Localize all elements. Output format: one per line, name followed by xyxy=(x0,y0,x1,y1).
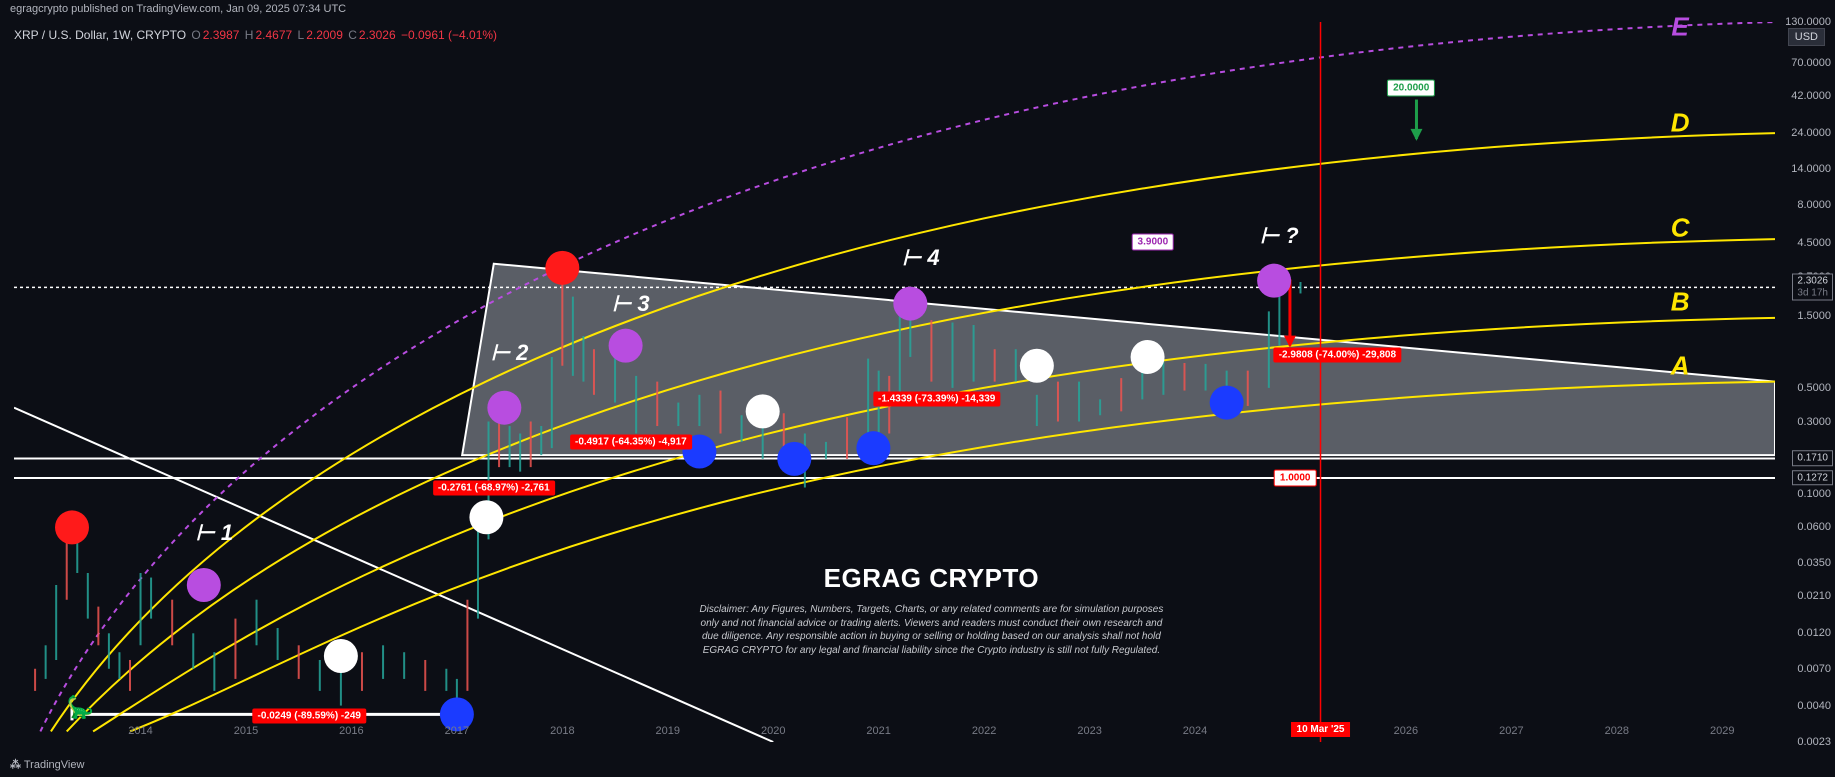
yaxis-label: 70.0000 xyxy=(1791,57,1831,69)
xaxis-label: 2015 xyxy=(234,725,258,737)
yaxis-label: 24.0000 xyxy=(1791,127,1831,139)
arc-label: A xyxy=(1671,350,1690,381)
xaxis-label: 2019 xyxy=(656,725,680,737)
xaxis-label: 2016 xyxy=(339,725,363,737)
disclaimer: Disclaimer: Any Figures, Numbers, Target… xyxy=(691,603,1171,657)
xaxis-label: 2029 xyxy=(1710,725,1734,737)
price-annotation: 20.0000 xyxy=(1387,79,1435,96)
yaxis-label: 0.3000 xyxy=(1797,416,1831,428)
yaxis-label: 1.5000 xyxy=(1797,310,1831,322)
arc-label: B xyxy=(1671,286,1690,317)
yaxis-label: 0.0070 xyxy=(1797,663,1831,675)
price-annotation: 1.0000 xyxy=(1274,470,1317,487)
price-annotation: -0.4917 (-64.35%) -4,917 xyxy=(570,434,692,449)
time-axis[interactable]: 2014 2015 2016 2017 2018 2019 2020 2021 2022 2023… xyxy=(14,722,1775,742)
yaxis-price-box: 0.1272 xyxy=(1792,470,1833,486)
yaxis-label: 0.0210 xyxy=(1797,590,1831,602)
price-annotation: -0.2761 (-68.97%) -2,761 xyxy=(433,480,555,495)
svg-text:🦕: 🦕 xyxy=(67,694,94,719)
arc-label: E xyxy=(1671,12,1688,43)
wave-callout: ⊢ 4 xyxy=(902,245,940,271)
xaxis-cursor-date: 10 Mar '25 xyxy=(1291,722,1351,737)
xaxis-label: 2027 xyxy=(1499,725,1523,737)
yaxis-label: 42.0000 xyxy=(1791,90,1831,102)
price-annotation: -1.4339 (-73.39%) -14,339 xyxy=(873,392,1000,407)
yaxis-label: 0.0023 xyxy=(1797,736,1831,748)
xaxis-label: 2023 xyxy=(1077,725,1101,737)
xaxis-label: 2026 xyxy=(1394,725,1418,737)
yaxis-label: 0.0350 xyxy=(1797,557,1831,569)
xaxis-label: 2020 xyxy=(761,725,785,737)
yaxis-label: 8.0000 xyxy=(1797,199,1831,211)
yaxis-label: 14.0000 xyxy=(1791,163,1831,175)
yaxis-label: 4.5000 xyxy=(1797,237,1831,249)
price-annotation: 3.9000 xyxy=(1132,233,1175,250)
xaxis-label: 2018 xyxy=(550,725,574,737)
price-axis[interactable]: 0.00230.00400.00700.01200.02100.03500.06… xyxy=(1775,22,1835,742)
price-annotation: -2.9808 (-74.00%) -29,808 xyxy=(1274,348,1401,363)
yaxis-label: 0.5000 xyxy=(1797,382,1831,394)
yaxis-label: 130.0000 xyxy=(1785,16,1831,28)
yaxis-label: 0.0120 xyxy=(1797,627,1831,639)
yaxis-label: 0.1000 xyxy=(1797,488,1831,500)
arc-label: C xyxy=(1671,212,1690,243)
wave-callout: ⊢ 2 xyxy=(491,340,529,366)
xaxis-label: 2021 xyxy=(866,725,890,737)
yaxis-label: 0.0600 xyxy=(1797,521,1831,533)
tradingview-logo[interactable]: ⁂ TradingView xyxy=(10,758,84,771)
chart-title: EGRAG CRYPTO xyxy=(824,563,1039,594)
xaxis-label: 2022 xyxy=(972,725,996,737)
xaxis-label: 2017 xyxy=(445,725,469,737)
yaxis-price-box: 0.1710 xyxy=(1792,451,1833,467)
xaxis-label: 2014 xyxy=(128,725,152,737)
arc-label: D xyxy=(1671,108,1690,139)
wave-callout: ⊢ 3 xyxy=(612,291,650,317)
price-annotation: -0.0249 (-89.59%) -249 xyxy=(253,709,366,724)
yaxis-price-box: 2.30263d 17h xyxy=(1792,274,1833,301)
xaxis-label: 2024 xyxy=(1183,725,1207,737)
wave-callout: ⊢ ? xyxy=(1260,223,1299,249)
header-publish-info: egragcrypto published on TradingView.com… xyxy=(0,0,1835,22)
xaxis-label: 2028 xyxy=(1605,725,1629,737)
wave-callout: ⊢ 1 xyxy=(196,520,234,546)
yaxis-label: 0.0040 xyxy=(1797,700,1831,712)
